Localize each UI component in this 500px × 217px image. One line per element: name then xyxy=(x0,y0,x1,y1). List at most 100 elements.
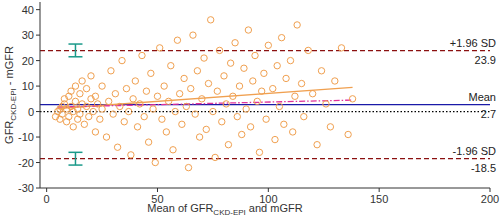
point xyxy=(305,47,311,53)
point xyxy=(205,80,211,86)
axes: -30-20-10010203040050100150200 xyxy=(18,2,499,205)
point xyxy=(290,129,296,135)
point xyxy=(247,124,253,130)
point xyxy=(252,52,258,58)
point xyxy=(72,83,78,89)
point xyxy=(256,149,262,155)
y-tick-label: 20 xyxy=(22,55,34,67)
x-tick-label: 150 xyxy=(370,193,388,205)
reference-name: Mean xyxy=(468,91,496,103)
point xyxy=(274,62,280,68)
x-tick xyxy=(157,188,158,192)
point xyxy=(110,111,116,117)
label-part: and mGFR xyxy=(246,202,303,214)
point xyxy=(159,116,165,122)
point xyxy=(294,22,300,28)
point xyxy=(309,91,315,97)
y-tick xyxy=(36,86,40,87)
ci-stem xyxy=(75,152,77,165)
point xyxy=(154,93,160,99)
point xyxy=(314,141,320,147)
point xyxy=(139,52,145,58)
point xyxy=(250,78,256,84)
y-axis-label: GFRCKD-EPI - mGFR xyxy=(3,46,18,144)
point xyxy=(232,40,238,46)
point xyxy=(121,119,127,125)
ci-stem xyxy=(75,44,77,57)
point xyxy=(117,103,123,109)
point xyxy=(276,103,282,109)
point xyxy=(254,98,260,104)
point xyxy=(239,131,245,137)
x-tick xyxy=(379,188,380,192)
y-tick xyxy=(36,137,40,138)
label-part: GFR xyxy=(3,121,15,144)
reference-value: -18.5 xyxy=(471,162,496,174)
point xyxy=(88,73,94,79)
point xyxy=(103,134,109,140)
reference-name: -1.96 SD xyxy=(453,145,496,157)
x-tick xyxy=(46,188,47,192)
point xyxy=(221,73,227,79)
point xyxy=(225,141,231,147)
point xyxy=(157,45,163,51)
point xyxy=(112,91,118,97)
point xyxy=(234,113,240,119)
x-tick xyxy=(268,188,269,192)
point xyxy=(323,101,329,107)
label-part: Mean of GFR xyxy=(147,202,213,214)
point xyxy=(145,139,151,145)
point xyxy=(216,47,222,53)
point xyxy=(292,93,298,99)
point xyxy=(163,129,169,135)
reference-line xyxy=(40,158,490,159)
point xyxy=(345,131,351,137)
y-tick xyxy=(36,9,40,10)
point xyxy=(152,159,158,165)
x-tick-label: 200 xyxy=(481,193,499,205)
point xyxy=(83,85,89,91)
label-part: CKD-EPI xyxy=(213,208,245,217)
point xyxy=(194,68,200,74)
point xyxy=(181,75,187,81)
annotations: +1.96 SD23.9Mean2.7-1.96 SD-18.5 xyxy=(450,37,496,174)
y-tick-label: -20 xyxy=(18,157,34,169)
point xyxy=(77,91,83,97)
point xyxy=(92,93,98,99)
point xyxy=(196,134,202,140)
reference-value: 23.9 xyxy=(475,54,496,66)
point xyxy=(338,45,344,51)
point xyxy=(97,116,103,122)
reference-line xyxy=(40,111,490,112)
plot-area xyxy=(40,17,490,171)
point xyxy=(83,103,89,109)
point xyxy=(176,91,182,97)
y-tick-label: -10 xyxy=(18,131,34,143)
x-tick-label: 0 xyxy=(44,193,50,205)
point xyxy=(212,154,218,160)
point xyxy=(90,108,96,114)
point xyxy=(119,57,125,63)
point xyxy=(190,32,196,38)
reference-line xyxy=(40,50,490,51)
point xyxy=(243,106,249,112)
y-tick-label: 10 xyxy=(22,80,34,92)
point xyxy=(174,37,180,43)
point xyxy=(199,96,205,102)
point xyxy=(318,68,324,74)
point xyxy=(77,111,83,117)
point xyxy=(92,129,98,135)
point xyxy=(170,147,176,153)
point xyxy=(214,88,220,94)
point xyxy=(207,17,213,23)
point xyxy=(79,78,85,84)
point xyxy=(165,98,171,104)
point xyxy=(99,106,105,112)
point xyxy=(108,68,114,74)
y-tick xyxy=(36,60,40,61)
label-part: - mGFR xyxy=(3,46,15,88)
y-tick-label: 40 xyxy=(22,4,34,16)
reference-value: 2.7 xyxy=(481,108,496,120)
point xyxy=(203,126,209,132)
label-part: CKD-EPI xyxy=(9,88,18,120)
